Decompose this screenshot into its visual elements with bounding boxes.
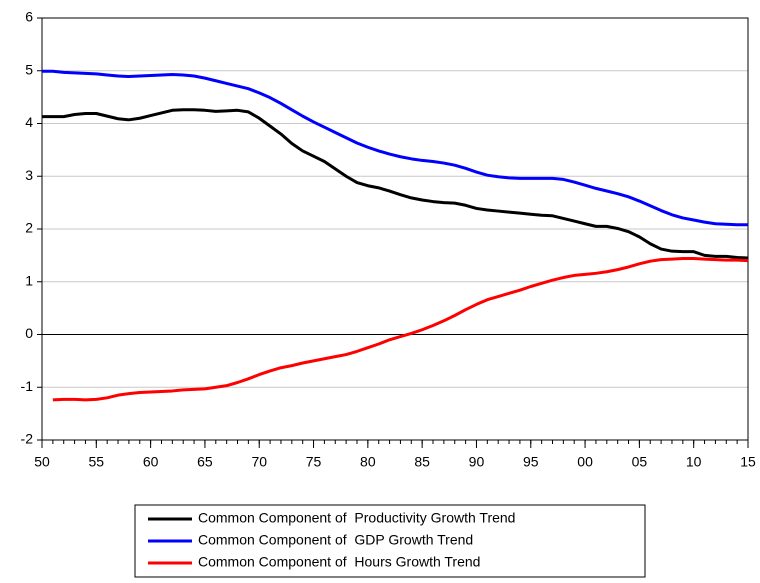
y-tick-label: 2 — [25, 220, 33, 236]
legend-box — [134, 504, 646, 578]
x-tick-label: 55 — [89, 454, 105, 470]
y-tick-label: 1 — [25, 272, 33, 288]
x-tick-label: 70 — [251, 454, 267, 470]
y-tick-label: -2 — [21, 431, 34, 447]
series-line — [52, 257, 749, 402]
x-tick-label: 15 — [740, 454, 756, 470]
y-tick-label: 4 — [25, 114, 33, 130]
y-tick-label: 3 — [25, 167, 33, 183]
legend-label: Common Component of GDP Growth Trend — [198, 532, 473, 548]
x-tick-label: 00 — [577, 454, 593, 470]
x-tick-label: 75 — [306, 454, 322, 470]
legend-label: Common Component of Hours Growth Trend — [198, 554, 480, 570]
x-tick-label: 85 — [414, 454, 430, 470]
x-tick-label: 90 — [469, 454, 485, 470]
x-tick-label: 60 — [143, 454, 159, 470]
y-tick-label: 5 — [25, 61, 33, 77]
y-tick-label: 6 — [25, 9, 33, 25]
x-tick-label: 95 — [523, 454, 539, 470]
series-line — [42, 108, 749, 260]
x-tick-label: 80 — [360, 454, 376, 470]
x-tick-label: 50 — [34, 454, 50, 470]
series-line — [42, 69, 748, 227]
x-tick-label: 65 — [197, 454, 213, 470]
plot-frame — [41, 17, 749, 441]
y-tick-label: -1 — [21, 378, 34, 394]
x-tick-label: 05 — [632, 454, 648, 470]
x-tick-label: 10 — [686, 454, 702, 470]
y-tick-label: 0 — [25, 325, 33, 341]
legend-label: Common Component of Productivity Growth … — [198, 510, 515, 526]
